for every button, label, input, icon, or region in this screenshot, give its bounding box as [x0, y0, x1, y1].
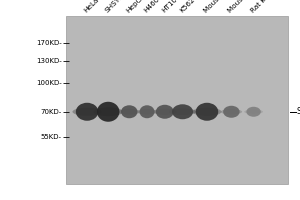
Text: K562: K562 [178, 0, 196, 14]
Text: H460: H460 [143, 0, 161, 14]
Text: 70KD-: 70KD- [40, 109, 62, 115]
Ellipse shape [196, 103, 218, 121]
Text: SLC2A13: SLC2A13 [296, 107, 300, 116]
Ellipse shape [118, 109, 140, 115]
Ellipse shape [246, 107, 261, 117]
Ellipse shape [223, 106, 240, 118]
Text: 170KD-: 170KD- [36, 40, 61, 46]
Text: 100KD-: 100KD- [36, 80, 61, 86]
Text: SHSY5Y: SHSY5Y [104, 0, 128, 14]
Text: 130KD-: 130KD- [36, 58, 61, 64]
Ellipse shape [192, 108, 222, 116]
Text: Mouse pancreas: Mouse pancreas [227, 0, 273, 14]
Ellipse shape [172, 104, 193, 119]
Text: HT1080: HT1080 [160, 0, 185, 14]
Text: Rat kidney: Rat kidney [249, 0, 281, 14]
FancyBboxPatch shape [66, 16, 288, 184]
Text: HeLa: HeLa [83, 0, 100, 14]
Ellipse shape [153, 109, 176, 115]
Ellipse shape [156, 105, 174, 119]
Ellipse shape [137, 109, 157, 115]
Ellipse shape [73, 108, 102, 116]
Ellipse shape [140, 105, 154, 118]
Ellipse shape [121, 105, 137, 118]
Ellipse shape [94, 107, 123, 116]
Text: Mouse kidney: Mouse kidney [203, 0, 242, 14]
Ellipse shape [76, 103, 98, 121]
Text: HepG2: HepG2 [125, 0, 147, 14]
Ellipse shape [169, 108, 196, 115]
Ellipse shape [97, 102, 119, 122]
Ellipse shape [244, 110, 263, 114]
Ellipse shape [221, 109, 242, 114]
Text: 55KD-: 55KD- [40, 134, 61, 140]
